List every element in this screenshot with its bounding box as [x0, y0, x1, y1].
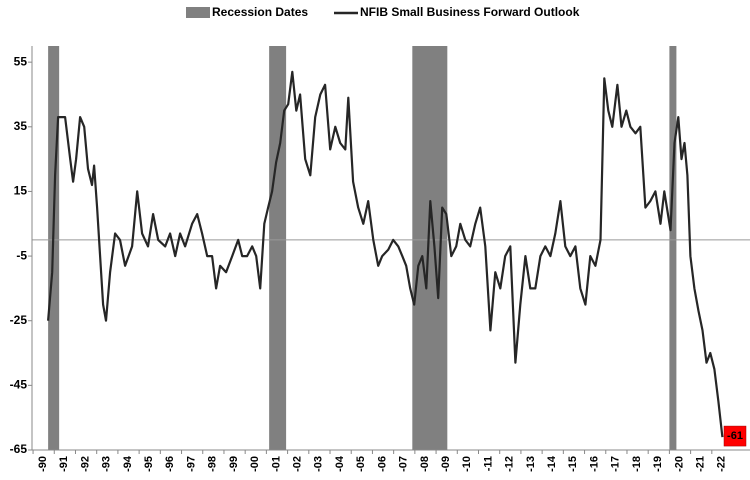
x-tick-label: -12: [504, 456, 516, 472]
recession-band: [412, 46, 448, 450]
x-tick-label: -16: [588, 456, 600, 472]
y-tick-label: -5: [16, 248, 27, 262]
x-tick-label: -96: [164, 456, 176, 472]
legend-label: Recession Dates: [212, 5, 308, 19]
legend-swatch: [186, 7, 210, 18]
x-tick-label: -91: [58, 456, 70, 472]
x-tick-label: -95: [143, 456, 155, 472]
x-tick-label: -15: [567, 456, 579, 472]
x-tick-label: -22: [716, 456, 728, 472]
x-tick-label: -18: [631, 456, 643, 472]
x-tick-label: -10: [461, 456, 473, 472]
outlook-line: [47, 70, 724, 438]
y-tick-label: 35: [14, 119, 28, 133]
x-tick-label: -93: [101, 456, 113, 472]
x-tick-label: -19: [652, 456, 664, 472]
y-tick-label: -45: [10, 378, 28, 392]
x-tick-label: -01: [270, 456, 282, 472]
x-tick-label: -07: [398, 456, 410, 472]
x-tick-label: -94: [122, 455, 134, 472]
recession-band: [669, 46, 677, 450]
x-tick-label: -21: [695, 456, 707, 472]
x-tick-label: -04: [334, 455, 346, 472]
x-tick-label: -92: [79, 456, 91, 472]
x-tick-label: -08: [419, 456, 431, 472]
x-tick-label: -05: [355, 456, 367, 472]
x-tick-label: -17: [610, 456, 622, 472]
recession-band: [269, 46, 287, 450]
last-value-box: [723, 425, 747, 447]
x-tick-label: -98: [207, 456, 219, 472]
x-tick-label: -11: [482, 456, 494, 471]
x-tick-label: -99: [228, 456, 240, 472]
last-value-label: -61: [727, 430, 743, 442]
x-tick-label: -90: [37, 456, 49, 472]
x-tick-label: -03: [313, 456, 325, 472]
x-tick-label: -13: [525, 456, 537, 472]
y-tick-label: 55: [14, 54, 28, 68]
x-tick-label: -14: [546, 455, 558, 472]
y-tick-label: -25: [10, 313, 28, 327]
x-tick-label: -97: [185, 456, 197, 472]
x-tick-label: -06: [376, 456, 388, 472]
legend-label: NFIB Small Business Forward Outlook: [360, 5, 580, 19]
x-tick-label: -09: [440, 456, 452, 472]
y-tick-label: 15: [14, 184, 28, 198]
y-tick-label: -65: [10, 442, 28, 456]
x-tick-label: -02: [292, 456, 304, 472]
x-tick-label: -20: [673, 456, 685, 472]
x-tick-label: -00: [249, 456, 261, 472]
